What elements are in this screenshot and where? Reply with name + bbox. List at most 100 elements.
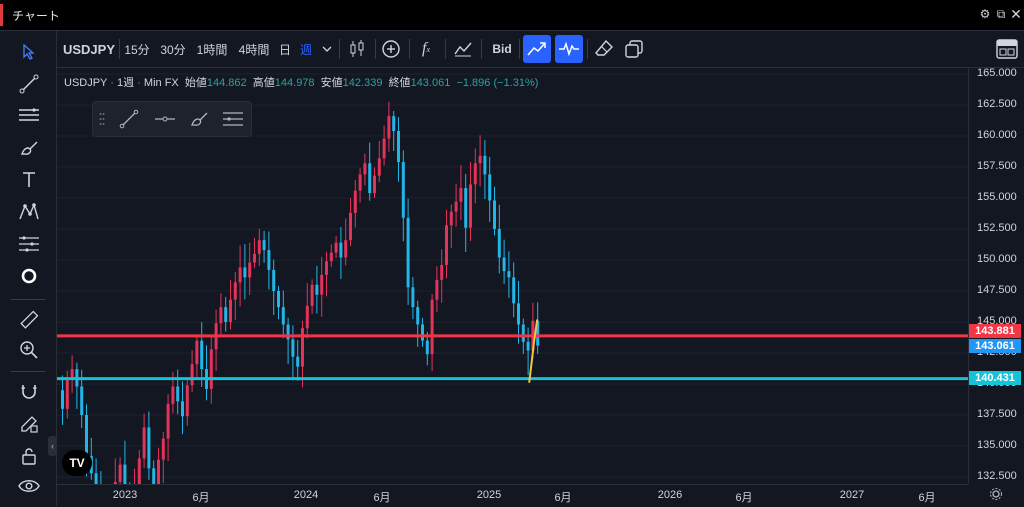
legend-close: 143.061 bbox=[410, 77, 451, 89]
eraser-brush-icon[interactable] bbox=[591, 31, 617, 67]
candle-body bbox=[445, 225, 448, 265]
candle-body bbox=[281, 307, 285, 325]
interval-week[interactable]: 週 bbox=[299, 42, 312, 57]
candle-body bbox=[497, 229, 501, 258]
candle-body bbox=[224, 307, 228, 322]
zoom-in-icon[interactable] bbox=[16, 337, 42, 363]
price-tick: 132.500 bbox=[977, 470, 1017, 482]
candle-body bbox=[233, 282, 237, 300]
candle-body bbox=[473, 163, 477, 185]
candle-body bbox=[137, 458, 141, 484]
interval-1h[interactable]: 1時間 bbox=[196, 42, 228, 57]
candle-body bbox=[113, 481, 117, 484]
candle-body bbox=[291, 339, 295, 357]
candle-body bbox=[464, 188, 468, 228]
price-tick: 155.000 bbox=[977, 191, 1017, 203]
candlestick-icon[interactable] bbox=[345, 31, 369, 67]
axis-settings-icon[interactable] bbox=[989, 487, 1003, 501]
bid-ask-toggle[interactable]: Bid bbox=[492, 42, 512, 56]
toolbar-divider bbox=[339, 39, 340, 59]
candle-body bbox=[85, 415, 88, 456]
legend-change: −1.896 (−1.31%) bbox=[456, 77, 539, 89]
candle-body bbox=[253, 253, 256, 263]
lock-icon[interactable] bbox=[16, 443, 42, 469]
layout-windows-icon[interactable] bbox=[621, 31, 647, 67]
templates-icon[interactable] bbox=[451, 31, 475, 67]
legend-low-label: 安値 bbox=[320, 77, 343, 89]
title-accent bbox=[0, 4, 3, 26]
time-tick: 2023 bbox=[112, 489, 138, 501]
candle-body bbox=[483, 155, 487, 175]
candle-body bbox=[147, 427, 151, 469]
toolbar-divider bbox=[481, 39, 482, 59]
candle-body bbox=[478, 155, 482, 164]
eye-icon[interactable] bbox=[16, 473, 42, 499]
interval-30m[interactable]: 30分 bbox=[160, 42, 186, 57]
lock-drawing-icon[interactable] bbox=[16, 411, 42, 437]
candle-body bbox=[142, 427, 146, 459]
ohlc-legend: USDJPY · 1週 · Min FX 始値144.862 高値144.978… bbox=[64, 77, 539, 89]
add-compare-icon[interactable] bbox=[379, 31, 403, 67]
time-tick: 6月 bbox=[918, 492, 936, 504]
toolbar-divider bbox=[409, 39, 410, 59]
drag-handle-icon[interactable] bbox=[95, 107, 109, 131]
candle-body bbox=[185, 385, 189, 417]
price-tick: 135.000 bbox=[977, 439, 1017, 451]
candle-body bbox=[392, 116, 396, 132]
float-brush-icon[interactable] bbox=[185, 107, 213, 131]
price-axis[interactable]: 165.000 162.500 160.000 157.500 155.000 … bbox=[968, 67, 1024, 484]
price-tick: 157.500 bbox=[977, 160, 1017, 172]
candle-body bbox=[339, 242, 343, 258]
magnet-icon[interactable] bbox=[16, 379, 42, 405]
trend-line-icon[interactable] bbox=[16, 71, 42, 97]
candle-body bbox=[406, 217, 410, 288]
candle-body bbox=[454, 201, 458, 212]
candle-body bbox=[344, 240, 348, 258]
horizontal-lines-icon[interactable] bbox=[16, 103, 42, 129]
ruler-icon[interactable] bbox=[16, 307, 42, 333]
settings-icon[interactable]: ⚙ bbox=[979, 7, 991, 21]
price-tick: 162.500 bbox=[977, 98, 1017, 110]
candle-body bbox=[512, 277, 516, 304]
symbol-button[interactable]: USDJPY bbox=[62, 41, 116, 57]
chart-wave-button[interactable] bbox=[555, 35, 583, 63]
candle-body bbox=[401, 162, 405, 218]
price-tick: 150.000 bbox=[977, 253, 1017, 265]
floating-drawing-toolbar bbox=[92, 101, 252, 137]
toolbar-divider bbox=[445, 39, 446, 59]
chevron-down-icon[interactable] bbox=[319, 31, 335, 67]
interval-15m[interactable]: 15分 bbox=[124, 42, 150, 57]
float-lines-icon[interactable] bbox=[219, 107, 247, 131]
float-horizontal-ray-icon[interactable] bbox=[151, 107, 179, 131]
brush-icon[interactable] bbox=[16, 135, 42, 161]
float-trend-line-icon[interactable] bbox=[115, 107, 143, 131]
last-price-badge: 143.061 bbox=[969, 339, 1021, 353]
interval-day[interactable]: 日 bbox=[278, 42, 291, 57]
time-axis[interactable]: 2023 6月 2024 6月 2025 6月 2026 6月 2027 6月 bbox=[57, 484, 968, 507]
candle-body bbox=[363, 163, 367, 175]
circle-shape-icon[interactable] bbox=[16, 263, 42, 289]
candle-body bbox=[257, 240, 261, 254]
collapse-sidebar-button[interactable]: ‹ bbox=[48, 436, 57, 456]
time-tick: 2025 bbox=[476, 489, 502, 501]
layout-split-icon[interactable] bbox=[993, 31, 1021, 67]
candle-body bbox=[277, 291, 280, 308]
legend-open-label: 始値 bbox=[184, 77, 207, 89]
candle-body bbox=[65, 377, 69, 409]
popout-icon[interactable]: ⧉ bbox=[996, 7, 1006, 21]
toolbar-divider bbox=[519, 39, 520, 59]
close-icon[interactable]: ✕ bbox=[1010, 6, 1022, 22]
candle-body bbox=[502, 257, 506, 272]
chart-trend-button[interactable] bbox=[523, 35, 551, 63]
candle-body bbox=[195, 340, 199, 365]
cursor-icon[interactable] bbox=[16, 39, 42, 65]
candle-body bbox=[305, 305, 309, 329]
candle-body bbox=[267, 250, 271, 270]
pattern-tool-icon[interactable] bbox=[16, 199, 42, 225]
measure-lines-icon[interactable] bbox=[16, 231, 42, 257]
interval-4h[interactable]: 4時間 bbox=[238, 42, 270, 57]
text-tool-icon[interactable] bbox=[16, 167, 42, 193]
tradingview-logo[interactable]: TV bbox=[62, 450, 92, 476]
